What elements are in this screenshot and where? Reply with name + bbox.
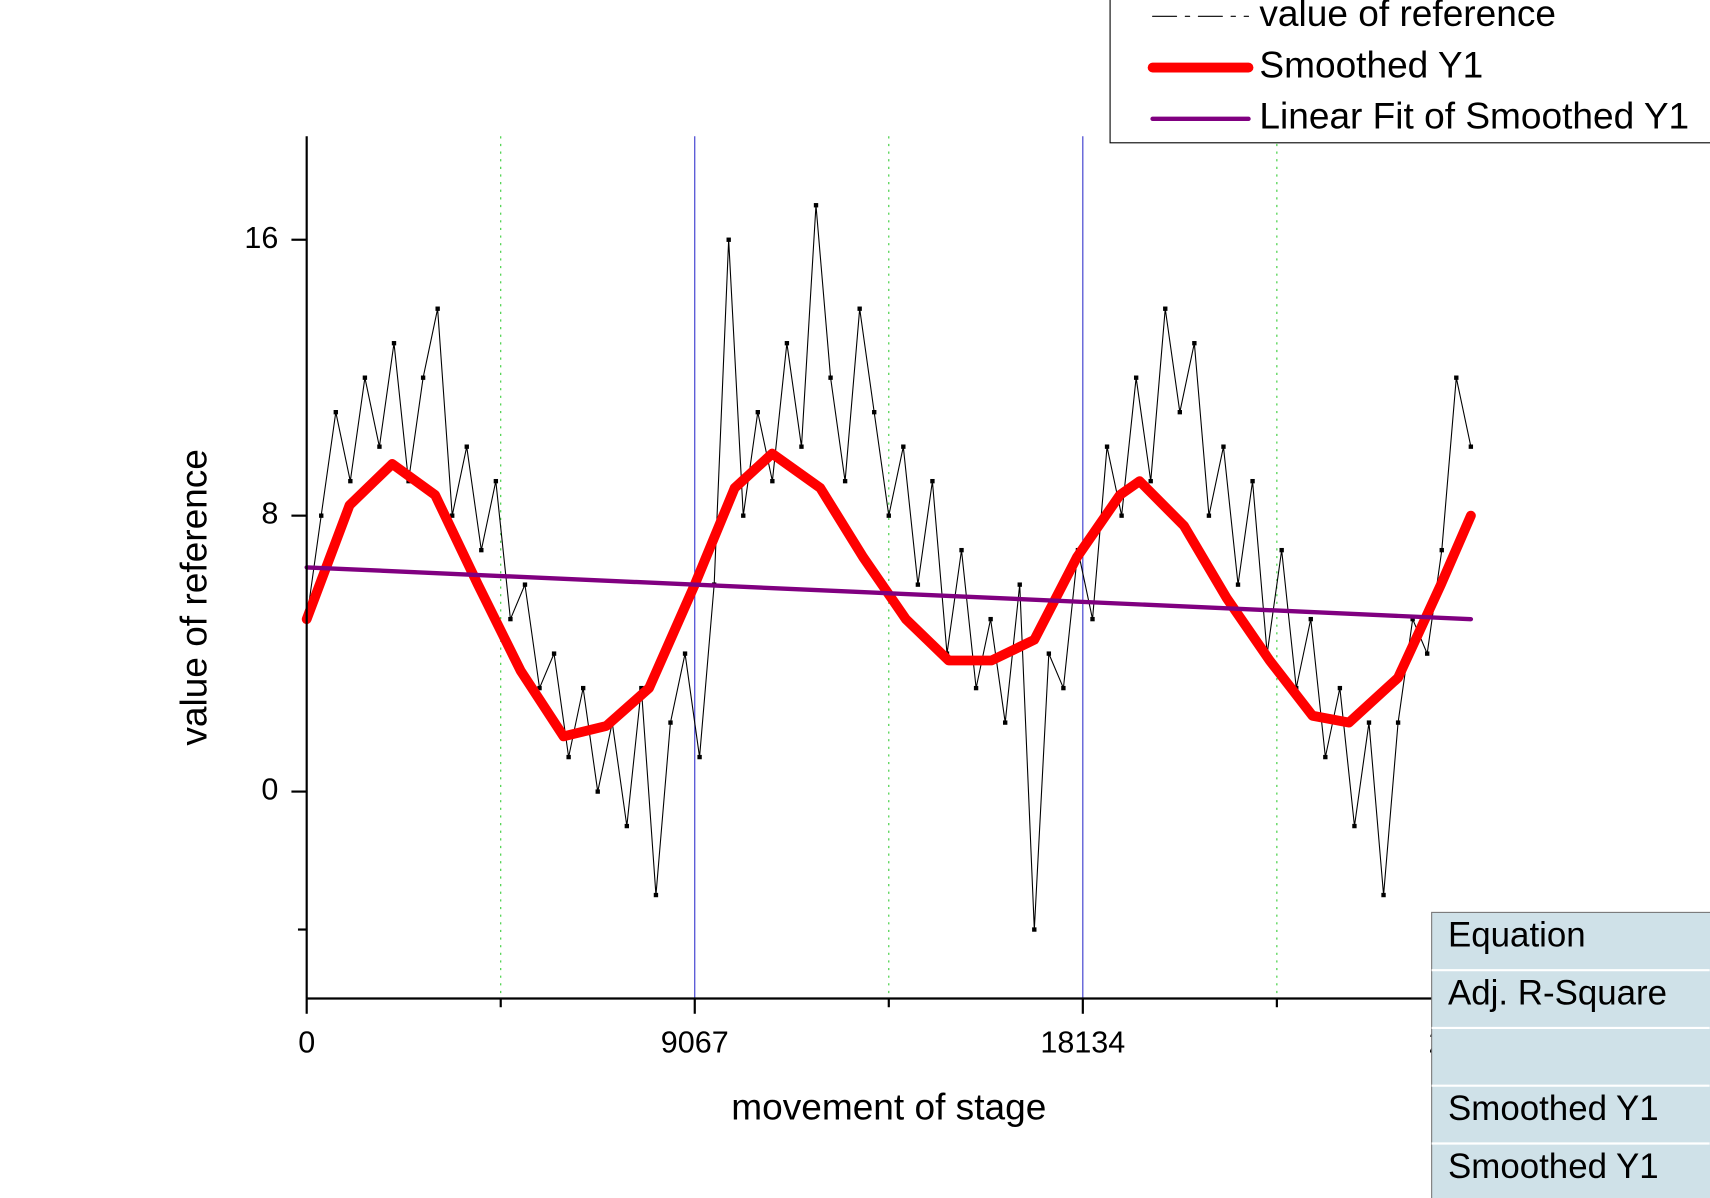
- data-point: [508, 616, 513, 622]
- data-point: [566, 754, 571, 760]
- data-point: [1032, 927, 1037, 932]
- data-point: [784, 341, 790, 346]
- data-point: [1017, 582, 1022, 587]
- data-point: [973, 685, 979, 691]
- data-point: [668, 720, 673, 725]
- data-point: [1163, 306, 1168, 311]
- data-point: [391, 341, 397, 346]
- data-point: [842, 478, 848, 484]
- data-point: [1061, 685, 1066, 691]
- x-axis-label: movement of stage: [731, 1086, 1046, 1128]
- data-point: [1279, 547, 1284, 553]
- data-point: [1119, 513, 1124, 518]
- data-point: [755, 410, 760, 415]
- data-point: [988, 616, 993, 622]
- data-point: [522, 582, 528, 587]
- data-point: [770, 478, 775, 484]
- data-point: [580, 685, 586, 691]
- table-bg: [1431, 911, 1710, 1198]
- data-point: [1439, 547, 1444, 553]
- data-point: [435, 306, 440, 311]
- data-point: [420, 375, 426, 380]
- x-tick-label: 9067: [661, 1025, 729, 1059]
- data-point: [1250, 478, 1255, 484]
- data-point: [1133, 375, 1139, 380]
- data-point: [682, 651, 688, 656]
- data-point: [813, 203, 819, 208]
- data-point: [1323, 754, 1328, 760]
- table-cell: Adj. R-Square: [1448, 973, 1667, 1012]
- data-point: [828, 375, 833, 380]
- data-point: [624, 823, 630, 829]
- data-point: [1090, 616, 1095, 622]
- data-point: [348, 478, 353, 484]
- data-point: [1395, 720, 1401, 725]
- data-point: [872, 410, 877, 415]
- series-line: [301, 448, 1476, 742]
- data-point: [1454, 375, 1459, 380]
- data-point: [493, 478, 499, 484]
- data-point: [1221, 444, 1226, 449]
- data-point: [1192, 341, 1197, 346]
- data-point: [319, 513, 324, 518]
- data-point: [537, 685, 542, 691]
- data-point: [1381, 892, 1386, 898]
- data-point: [930, 478, 935, 484]
- data-point: [1468, 444, 1474, 449]
- data-point: [741, 513, 746, 518]
- data-point: [653, 892, 659, 898]
- data-point: [1206, 513, 1212, 518]
- legend-label: Smoothed Y1: [1259, 43, 1483, 85]
- data-point: [1366, 720, 1372, 725]
- data-point: [697, 754, 702, 760]
- y-tick-label: 8: [261, 497, 278, 531]
- data-point: [595, 789, 600, 794]
- data-point: [479, 547, 484, 553]
- data-point: [639, 685, 644, 691]
- legend-label: value of reference: [1259, 0, 1556, 34]
- table-cell: Smoothed Y1: [1448, 1147, 1659, 1186]
- data-point: [915, 582, 921, 587]
- data-point: [1352, 823, 1357, 829]
- x-tick-label: 0: [298, 1025, 315, 1059]
- data-point: [1046, 651, 1052, 656]
- x-tick-label: 18134: [1040, 1025, 1125, 1059]
- table-cell: Equation: [1448, 916, 1586, 955]
- data-point: [464, 444, 469, 449]
- data-point: [377, 444, 382, 449]
- y-tick-label: 16: [244, 221, 278, 255]
- data-point: [1177, 410, 1182, 415]
- data-point: [1425, 651, 1430, 656]
- y-axis-label: value of reference: [172, 449, 214, 746]
- data-point: [333, 410, 338, 415]
- data-point: [799, 444, 804, 449]
- data-point: [1104, 444, 1110, 449]
- data-point: [551, 651, 557, 656]
- y-tick-label: 0: [261, 773, 278, 807]
- table-cell: Smoothed Y1: [1448, 1089, 1659, 1128]
- data-point: [726, 237, 731, 242]
- data-point: [450, 513, 455, 518]
- legend-label: Linear Fit of Smoothed Y1: [1259, 95, 1689, 137]
- series-line: [304, 565, 1474, 622]
- data-point: [959, 547, 964, 553]
- data-point: [901, 444, 906, 449]
- data-point: [1003, 720, 1008, 725]
- data-point: [1148, 478, 1153, 484]
- data-point: [1235, 582, 1241, 587]
- data-point: [362, 375, 368, 380]
- data-point: [857, 306, 862, 311]
- data-point: [1410, 616, 1415, 622]
- data-point: [1337, 685, 1343, 691]
- data-point: [1308, 616, 1313, 622]
- data-point: [886, 513, 891, 518]
